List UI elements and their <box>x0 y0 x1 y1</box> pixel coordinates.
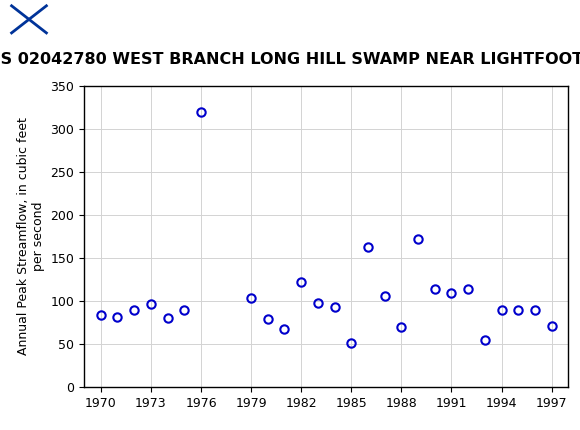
Text: USGS 02042780 WEST BRANCH LONG HILL SWAMP NEAR LIGHTFOOT, VA: USGS 02042780 WEST BRANCH LONG HILL SWAM… <box>0 52 580 68</box>
FancyBboxPatch shape <box>12 6 46 33</box>
Y-axis label: Annual Peak Streamflow, in cubic feet
per second: Annual Peak Streamflow, in cubic feet pe… <box>17 117 45 356</box>
Text: USGS: USGS <box>55 10 110 28</box>
